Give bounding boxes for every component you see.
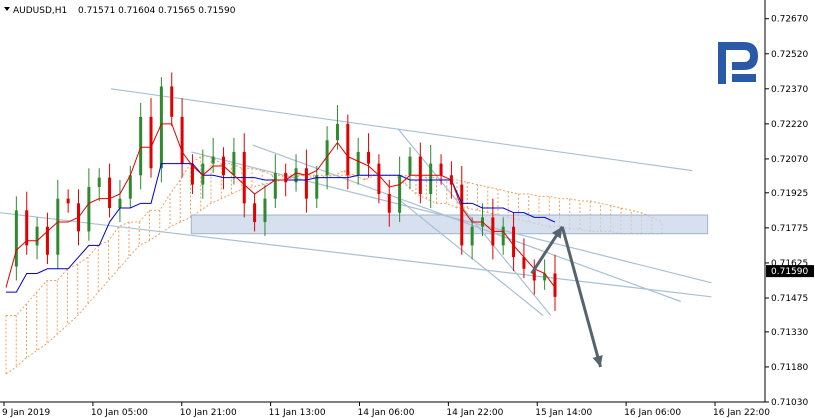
- plot-area: [0, 72, 712, 375]
- ohlc-values: 0.71571 0.71604 0.71565 0.71590: [78, 6, 236, 16]
- candle-body: [66, 198, 70, 204]
- candle-body: [139, 116, 143, 176]
- y-tick-label: 0.71030: [771, 398, 808, 408]
- channel-line-channel-steep-3: [397, 198, 544, 316]
- candle-body: [470, 226, 474, 246]
- candle-body: [429, 163, 433, 194]
- candle-body: [45, 226, 49, 255]
- time-axis: 9 Jan 2019 10 Jan 05:00 10 Jan 21:00 11 Jan…: [0, 401, 770, 418]
- candle-body: [346, 123, 350, 176]
- candle-body: [325, 140, 329, 176]
- forecast-arrow-shaft: [560, 226, 602, 368]
- support-zone-rect: [190, 214, 709, 235]
- price-axis: 0.72670 0.72520 0.72370 0.72220 0.72070 0.719…: [764, 0, 814, 408]
- x-tick-label: 14 Jan 06:00: [358, 408, 415, 418]
- x-tick-label: 9 Jan 2019: [2, 408, 50, 418]
- channel-line-channel-steep-1: [252, 144, 682, 303]
- symbol-label: AUDUSD,H1: [13, 6, 67, 16]
- x-tick-label: 11 Jan 13:00: [269, 408, 326, 418]
- candle-body: [304, 168, 308, 199]
- candle-body: [356, 151, 360, 176]
- candle-body: [149, 116, 153, 169]
- trend-channels: [0, 88, 712, 316]
- candle-body: [25, 210, 29, 246]
- y-tick-label: 0.72220: [771, 120, 808, 130]
- candle-body: [553, 273, 557, 297]
- candle-body: [460, 184, 464, 246]
- channel-line-channel-long-low: [0, 212, 712, 298]
- candle-body: [273, 172, 277, 199]
- candle-body: [439, 163, 443, 176]
- candlesticks: [14, 72, 557, 311]
- candle-body: [190, 163, 194, 185]
- last-price-label: 0.71590: [771, 267, 808, 277]
- candle-body: [211, 156, 215, 164]
- tenkan-sen-line: [5, 123, 556, 288]
- candle-body: [284, 172, 288, 183]
- brand-r-logo-icon: [716, 40, 760, 86]
- forecast-arrow-head: [592, 355, 603, 367]
- candle-body: [56, 198, 60, 255]
- candle-body: [118, 198, 122, 209]
- x-tick-label: 15 Jan 14:00: [535, 408, 592, 418]
- candle-body: [263, 198, 267, 223]
- candle-body: [522, 257, 526, 269]
- candle-body: [367, 151, 371, 164]
- y-tick-label: 0.71330: [771, 328, 808, 338]
- candle-body: [501, 226, 505, 246]
- y-tick-label: 0.71180: [771, 363, 808, 373]
- support-zone: [190, 214, 709, 235]
- candle-body: [335, 123, 339, 141]
- candle-body: [512, 226, 516, 258]
- candle-body: [398, 175, 402, 213]
- candle-body: [532, 268, 536, 281]
- candle-body: [97, 177, 101, 187]
- candle-body: [35, 226, 39, 246]
- candle-body: [294, 168, 298, 183]
- x-tick-label: 14 Jan 22:00: [446, 408, 503, 418]
- candle-body: [387, 193, 391, 213]
- y-tick-label: 0.71925: [771, 189, 808, 199]
- y-tick-label: 0.72070: [771, 155, 808, 165]
- last-price-tag: [766, 265, 814, 278]
- candle-body: [108, 177, 112, 209]
- candle-body: [232, 151, 236, 176]
- candle-body: [201, 163, 205, 185]
- candle-body: [87, 186, 91, 232]
- candle-body: [408, 156, 412, 176]
- x-tick-label: 16 Jan 22:00: [713, 408, 770, 418]
- ichimoku-cloud: [5, 156, 663, 375]
- forecast-arrows: [530, 225, 603, 368]
- ichimoku-lines: [5, 123, 556, 293]
- y-tick-label: 0.72670: [771, 15, 808, 25]
- y-tick-label: 0.72520: [771, 50, 808, 60]
- candle-body: [170, 86, 174, 117]
- x-tick-label: 10 Jan 21:00: [180, 408, 237, 418]
- candle-body: [377, 163, 381, 194]
- chart-header: AUDUSD,H1 0.71571 0.71604 0.71565 0.7159…: [4, 6, 236, 16]
- x-tick-label: 10 Jan 05:00: [91, 408, 148, 418]
- x-tick-label: 16 Jan 06:00: [624, 408, 681, 418]
- candle-body: [180, 116, 184, 164]
- cloud-span-b: [5, 174, 663, 375]
- channel-line-channel-upper: [110, 88, 693, 172]
- candle-body: [128, 175, 132, 199]
- y-tick-label: 0.72370: [771, 85, 808, 95]
- candle-body: [543, 273, 547, 281]
- candle-body: [253, 203, 257, 223]
- y-tick-label: 0.71475: [771, 294, 808, 304]
- y-tick-label: 0.71775: [771, 224, 808, 234]
- forecast-arrow-head: [551, 226, 563, 239]
- y-tick-label: 0.71625: [771, 259, 808, 269]
- candle-body: [315, 175, 319, 199]
- candle-body: [14, 210, 18, 267]
- dropdown-triangle-icon[interactable]: [4, 7, 10, 11]
- candle-body: [159, 86, 163, 169]
